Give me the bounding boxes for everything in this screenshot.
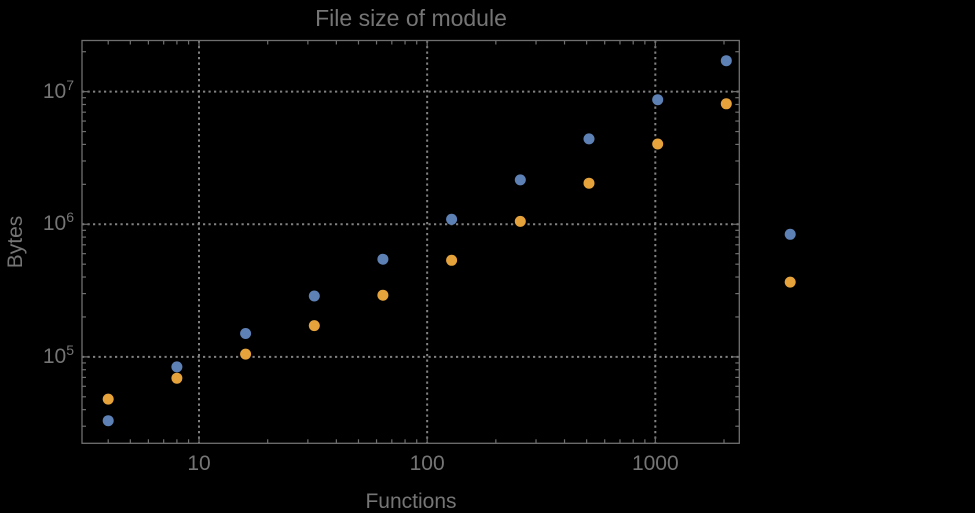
- y-tick-exponent: 7: [66, 76, 74, 93]
- data-point-orange: [446, 254, 458, 266]
- y-tick-label-1e6: 106: [0, 209, 74, 236]
- data-point-blue: [720, 55, 732, 67]
- y-tick-base: 10: [42, 344, 67, 368]
- data-point-blue: [240, 328, 252, 339]
- data-point-orange: [652, 138, 664, 150]
- data-point-blue: [171, 361, 183, 373]
- data-point-blue: [446, 213, 458, 225]
- data-point-blue: [102, 415, 114, 427]
- chart-title: File size of module: [315, 5, 507, 31]
- data-point-blue: [514, 174, 526, 186]
- data-point-blue: [784, 228, 796, 240]
- y-tick-exponent: 5: [66, 341, 74, 358]
- data-point-blue: [377, 253, 389, 265]
- y-tick-base: 10: [42, 212, 67, 236]
- y-tick-label-1e7: 107: [0, 76, 74, 104]
- data-point-orange: [240, 348, 252, 360]
- data-point-orange: [583, 177, 595, 189]
- plot-frame: [81, 39, 740, 444]
- data-point-orange: [171, 372, 183, 384]
- x-axis-label: Functions: [365, 490, 457, 513]
- x-tick-label-1000: 1000: [631, 452, 679, 475]
- x-tick-label-10: 10: [187, 452, 211, 475]
- data-point-orange: [102, 393, 114, 405]
- data-point-orange: [514, 215, 526, 227]
- x-tick-label-100: 100: [409, 452, 445, 475]
- data-point-orange: [720, 98, 732, 110]
- y-tick-base: 10: [42, 79, 67, 103]
- y-tick-label-1e5: 105: [0, 341, 74, 369]
- data-point-blue: [652, 94, 664, 106]
- data-point-blue: [583, 133, 595, 145]
- data-point-orange: [784, 276, 796, 288]
- data-point-orange: [308, 320, 320, 332]
- data-point-orange: [377, 289, 389, 301]
- y-tick-exponent: 6: [66, 209, 74, 226]
- data-point-blue: [308, 290, 320, 302]
